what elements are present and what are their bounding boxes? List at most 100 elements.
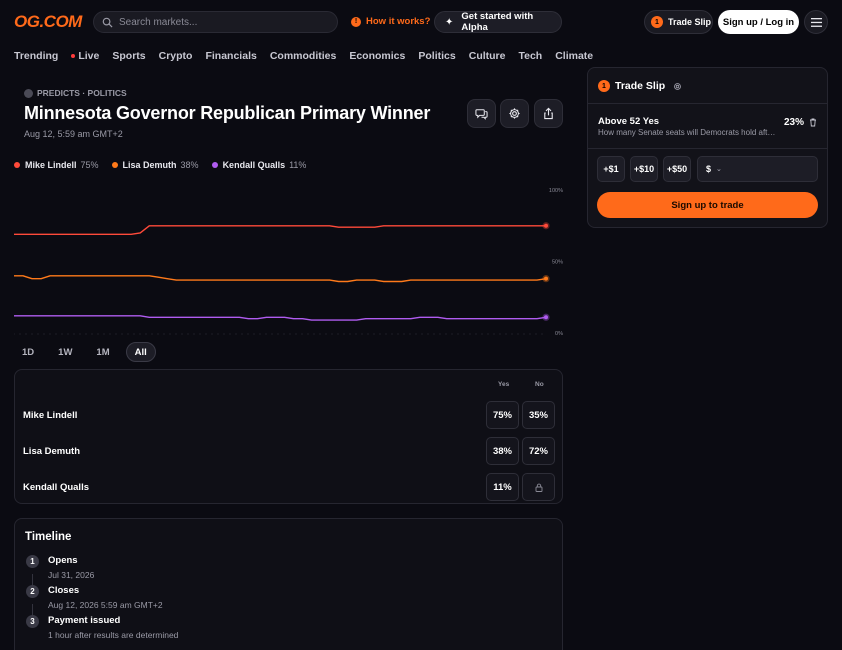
add-10-button[interactable]: +$10 [630, 156, 658, 182]
legend-name: Kendall Qualls [222, 160, 286, 170]
nav-culture[interactable]: Culture [468, 50, 506, 62]
top-bar: OG.COM ! How it works? ✦ Get started wit… [0, 0, 842, 44]
menu-button[interactable] [804, 10, 828, 34]
legend-pct: 38% [180, 160, 199, 170]
nav-politics[interactable]: Politics [418, 50, 456, 62]
y-tick-label: 100% [549, 188, 563, 194]
series-line [14, 315, 547, 321]
column-header-yes: Yes [498, 381, 510, 388]
step-number: 1 [26, 555, 39, 568]
nav-trending[interactable]: Trending [14, 50, 59, 62]
outcome-name: Mike Lindell [23, 410, 78, 421]
trade-slip-button[interactable]: 1 Trade Slip [644, 10, 713, 34]
series-end-point [544, 276, 548, 281]
share-button[interactable] [534, 99, 563, 128]
no-price-locked [522, 473, 555, 501]
series-end-point [544, 223, 548, 228]
range-1m-button[interactable]: 1M [88, 342, 117, 362]
nav-crypto[interactable]: Crypto [158, 50, 193, 62]
legend-name: Mike Lindell [25, 160, 77, 170]
outcome-name: Kendall Qualls [23, 482, 89, 493]
gear-icon[interactable] [673, 82, 682, 91]
table-row: Mike Lindell 75% 35% [15, 401, 562, 429]
outcome-name: Lisa Demuth [23, 446, 81, 457]
hamburger-icon [810, 17, 822, 27]
trade-slip-count-badge: 1 [651, 16, 663, 28]
trade-slip-button-label: Trade Slip [668, 17, 712, 27]
step-date: 1 hour after results are determined [48, 630, 179, 640]
info-icon: ! [351, 16, 361, 27]
step-date: Jul 31, 2026 [48, 570, 95, 580]
legend-name: Lisa Demuth [122, 160, 177, 170]
signup-login-button[interactable]: Sign up / Log in [718, 10, 799, 34]
range-1w-button[interactable]: 1W [50, 342, 80, 362]
get-started-alpha-button[interactable]: ✦ Get started with Alpha [434, 11, 562, 33]
timeline-connector [32, 604, 33, 620]
market-date: Aug 12, 5:59 am GMT+2 [24, 129, 123, 139]
nav-financials[interactable]: Financials [205, 50, 257, 62]
trash-icon[interactable] [809, 118, 817, 127]
market-category-label: PREDICTS · POLITICS [37, 88, 127, 98]
no-price-button[interactable]: 72% [522, 437, 555, 465]
logo[interactable]: OG.COM [14, 12, 82, 31]
how-it-works-link[interactable]: ! How it works? [351, 16, 430, 27]
table-row: Lisa Demuth 38% 72% [15, 437, 562, 465]
comments-button[interactable] [467, 99, 496, 128]
price-chart[interactable]: 100% 50% 0% [14, 180, 566, 340]
range-1d-button[interactable]: 1D [14, 342, 42, 362]
legend-item: Mike Lindell 75% [14, 160, 99, 170]
search-icon [102, 17, 113, 28]
yes-price-button[interactable]: 75% [486, 401, 519, 429]
y-tick-label: 0% [555, 331, 563, 337]
step-date: Aug 12, 2026 5:59 am GMT+2 [48, 600, 163, 610]
nav-tech[interactable]: Tech [518, 50, 543, 62]
timeline-panel: Timeline 1 Opens Jul 31, 2026 2 Closes A… [14, 518, 563, 650]
table-row: Kendall Qualls 11% [15, 473, 562, 501]
nav-climate[interactable]: Climate [555, 50, 594, 62]
category-nav: Trending Live Sports Crypto Financials C… [14, 50, 606, 62]
yes-price-button[interactable]: 11% [486, 473, 519, 501]
step-label: Closes [48, 585, 80, 596]
divider [588, 148, 827, 149]
outcomes-table: Yes No Mike Lindell 75% 35% Lisa Demuth … [14, 369, 563, 504]
lock-icon [535, 483, 542, 492]
step-label: Opens [48, 555, 78, 566]
share-icon [544, 107, 553, 120]
chat-icon [475, 109, 488, 120]
search-box[interactable] [93, 11, 338, 33]
trade-slip-panel-count: 1 [598, 80, 610, 92]
yes-price-button[interactable]: 38% [486, 437, 519, 465]
settings-button[interactable] [500, 99, 529, 128]
legend-dot [211, 162, 218, 168]
nav-sports[interactable]: Sports [112, 50, 146, 62]
add-50-button[interactable]: +$50 [663, 156, 691, 182]
trade-slip-panel: 1 Trade Slip Above 52 Yes How many Senat… [587, 67, 828, 228]
series-end-point [544, 315, 548, 320]
timeline-title: Timeline [25, 531, 72, 543]
alpha-button-label: Get started with Alpha [461, 11, 534, 33]
range-all-button[interactable]: All [125, 342, 156, 362]
amount-input[interactable]: $ ⌄ [697, 156, 818, 182]
nav-live-label: Live [78, 50, 100, 62]
nav-live[interactable]: Live [71, 50, 99, 62]
y-tick-label: 50% [552, 260, 563, 266]
series-line [14, 225, 546, 235]
sparkle-icon: ✦ [445, 16, 454, 28]
time-range-selector: 1D 1W 1M All [14, 342, 164, 362]
step-number: 3 [26, 615, 39, 628]
timeline-connector [32, 574, 33, 590]
add-1-button[interactable]: +$1 [597, 156, 625, 182]
legend-item: Kendall Qualls 11% [211, 160, 307, 170]
market-category: PREDICTS · POLITICS [24, 88, 127, 98]
nav-economics[interactable]: Economics [349, 50, 406, 62]
no-price-button[interactable]: 35% [522, 401, 555, 429]
step-label: Payment issued [48, 615, 121, 626]
chevron-down-icon: ⌄ [716, 166, 722, 173]
sign-up-to-trade-button[interactable]: Sign up to trade [597, 192, 818, 218]
legend-pct: 11% [289, 160, 307, 170]
nav-commodities[interactable]: Commodities [269, 50, 337, 62]
search-input[interactable] [119, 16, 319, 28]
currency-label: $ [706, 164, 712, 174]
legend-dot [14, 162, 20, 168]
slip-price: 23% [784, 117, 805, 128]
